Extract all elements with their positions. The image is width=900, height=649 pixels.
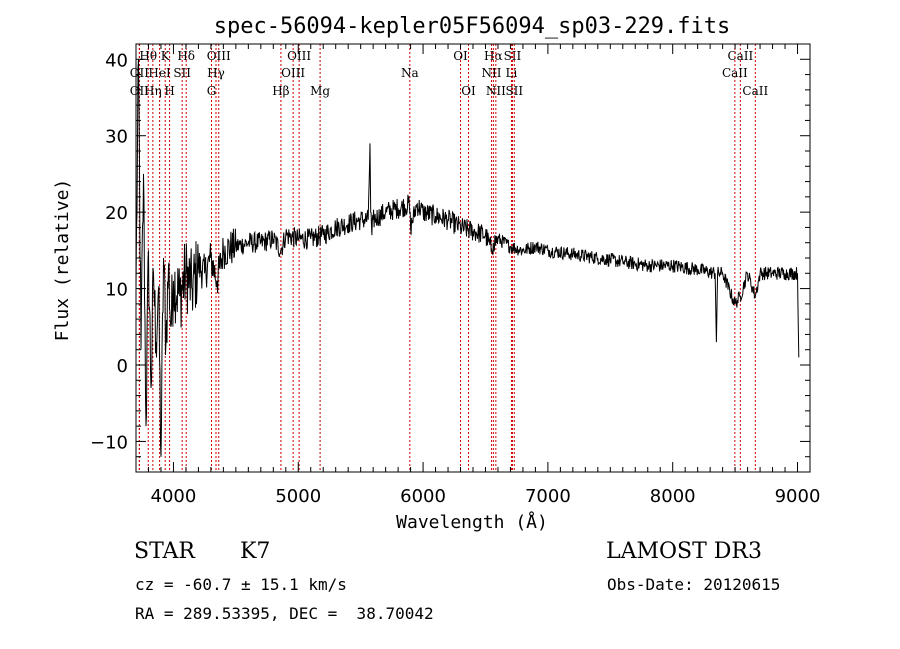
- marker-label-16: Na: [401, 66, 419, 80]
- y-tick-label-3: 20: [105, 203, 128, 224]
- marker-label-15: Mg: [310, 84, 330, 98]
- axis-ticks: 4000 5000 6000 7000 8000 9000 −10 0 10 20 30 40: [90, 43, 821, 507]
- marker-label-12: OIII: [287, 49, 311, 63]
- y-tick-label-5: 40: [105, 50, 128, 71]
- chart-title: spec-56094-kepler05F56094_sp03-229.fits: [214, 14, 731, 39]
- y-tick-label-2: 10: [105, 280, 128, 301]
- marker-label-18: OI: [461, 84, 476, 98]
- marker-label-2: OII: [130, 84, 150, 98]
- plot-frame: [135, 43, 811, 473]
- coordinates: RA = 289.53395, DEC = 38.70042: [135, 604, 434, 623]
- marker-label-20: SII: [504, 49, 522, 63]
- x-tick-label-3: 7000: [525, 486, 571, 507]
- marker-label-27: CaII: [742, 84, 768, 98]
- marker-label-24: SII: [505, 84, 523, 98]
- obs-date: Obs-Date: 20120615: [607, 575, 781, 594]
- survey-name: LAMOST DR3: [606, 539, 762, 564]
- marker-label-5: Hη: [144, 84, 162, 98]
- marker-label-11: G: [207, 84, 217, 98]
- x-tick-label-0: 4000: [151, 486, 197, 507]
- spectrum-line: [135, 59, 800, 457]
- marker-label-26: CaII: [722, 66, 748, 80]
- marker-label-17: OI: [453, 49, 468, 63]
- marker-label-21: NII: [481, 66, 501, 80]
- marker-label-22: Li: [506, 66, 518, 80]
- plot-area: [135, 59, 800, 457]
- x-axis-label: Wavelength (Å): [396, 511, 548, 533]
- marker-label-14: Hβ: [272, 84, 289, 98]
- y-axis-label: Flux (relative): [52, 179, 73, 342]
- marker-label-13: OIII: [281, 66, 305, 80]
- marker-label-0: Hθ: [139, 49, 157, 63]
- x-tick-label-1: 5000: [275, 486, 321, 507]
- y-tick-label-1: 0: [117, 356, 128, 377]
- marker-label-19: Hα: [484, 49, 503, 63]
- marker-label-6: Hδ: [177, 49, 195, 63]
- marker-label-9: OIII: [207, 49, 231, 63]
- x-tick-label-4: 8000: [650, 486, 696, 507]
- y-tick-label-4: 30: [105, 127, 128, 148]
- marker-label-23: NII: [486, 84, 506, 98]
- x-tick-label-5: 9000: [775, 486, 821, 507]
- y-tick-label-0: −10: [90, 432, 128, 453]
- marker-label-4: HeI: [148, 66, 171, 80]
- marker-label-3: K: [161, 49, 171, 63]
- redshift-value: cz = -60.7 ± 15.1 km/s: [135, 575, 347, 594]
- object-subclass: K7: [240, 539, 271, 564]
- marker-label-7: SII: [173, 66, 191, 80]
- marker-label-8: H: [164, 84, 174, 98]
- x-tick-label-2: 6000: [400, 486, 446, 507]
- marker-label-10: Hγ: [207, 66, 225, 80]
- marker-label-25: CaII: [727, 49, 753, 63]
- object-class: STAR: [134, 539, 195, 564]
